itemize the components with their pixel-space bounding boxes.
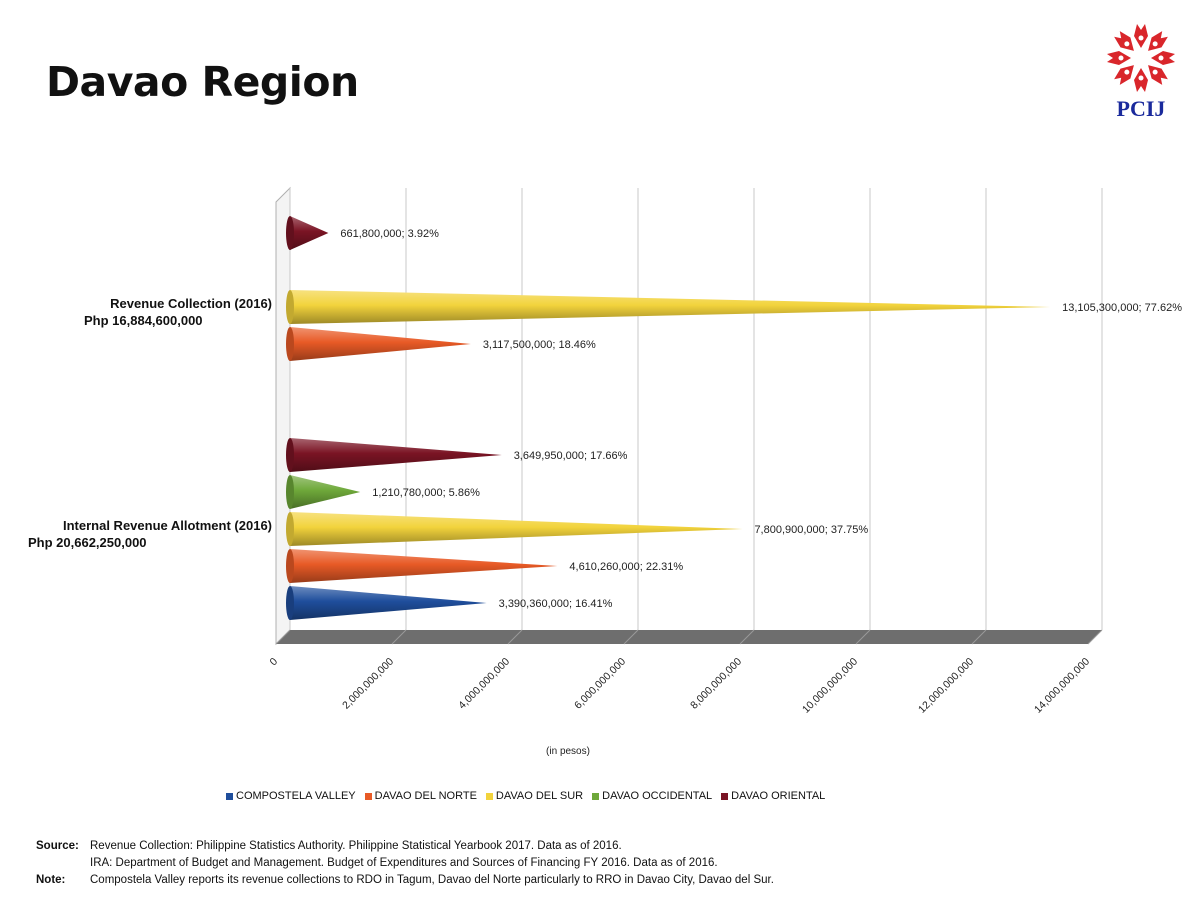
legend-label: DAVAO DEL NORTE — [374, 790, 477, 802]
floor-grid-line — [739, 629, 755, 645]
data-label: 13,105,300,000; 77.62% — [1062, 302, 1182, 314]
floor-grid-line — [855, 629, 871, 645]
x-tick-label: 8,000,000,000 — [688, 656, 744, 712]
cone-bar-chart: 661,800,000; 3.92% 13,105,300,000; 77.62%… — [28, 186, 1182, 757]
legend-label: DAVAO DEL SUR — [495, 790, 584, 802]
floor-grid-line — [507, 629, 523, 645]
legend-item: DAVAO OCCIDENTAL — [592, 790, 712, 802]
bar-davao-del-sur — [286, 290, 1051, 324]
logo-petal — [1134, 68, 1148, 92]
logo-petal — [1151, 51, 1175, 65]
x-axis-title: (in pesos) — [546, 746, 590, 757]
bar-davao-del-norte — [286, 549, 558, 583]
x-tick-label: 10,000,000,000 — [800, 656, 860, 716]
data-labels: 661,800,000; 3.92% 13,105,300,000; 77.62%… — [340, 228, 1182, 610]
note-text: Compostela Valley reports its revenue co… — [90, 874, 774, 886]
footer-notes: Source: Revenue Collection: Philippine S… — [36, 838, 1176, 889]
data-label: 3,649,950,000; 17.66% — [514, 450, 628, 462]
legend-swatch — [364, 792, 372, 800]
source-line-1: Revenue Collection: Philippine Statistic… — [90, 840, 622, 852]
floor-grid-line — [275, 629, 291, 645]
legend-label: DAVAO ORIENTAL — [731, 790, 826, 802]
legend-swatch — [226, 792, 233, 800]
data-label: 661,800,000; 3.92% — [340, 228, 439, 240]
legend-item: DAVAO DEL SUR — [485, 790, 584, 802]
category-total: Php 16,884,600,000 — [84, 313, 203, 328]
x-tick-label: 14,000,000,000 — [1032, 656, 1092, 716]
floor-grid-line — [623, 629, 639, 645]
legend-swatch — [485, 792, 493, 800]
floor-grid-line — [391, 629, 407, 645]
pcij-logo: PCIJ — [1100, 20, 1182, 124]
legend-label: DAVAO OCCIDENTAL — [602, 790, 713, 802]
x-axis-ticks: 0 2,000,000,000 4,000,000,000 6,000,000,000… — [268, 656, 1093, 716]
legend-item: DAVAO ORIENTAL — [721, 790, 825, 802]
data-label: 7,800,900,000; 37.75% — [754, 524, 868, 536]
bar-series — [286, 216, 1051, 620]
source-key: Source: — [36, 840, 79, 852]
logo-petal — [1134, 24, 1148, 48]
bar-davao-del-norte — [286, 327, 471, 361]
category-total: Php 20,662,250,000 — [28, 535, 147, 550]
logo-text: PCIJ — [1116, 96, 1166, 121]
x-tick-label: 4,000,000,000 — [456, 656, 512, 712]
bar-davao-oriental — [286, 438, 502, 472]
legend-item: DAVAO DEL NORTE — [364, 790, 477, 802]
x-tick-label: 0 — [268, 656, 281, 669]
logo-petal — [1107, 51, 1131, 65]
category-label: Internal Revenue Allotment (2016) — [63, 518, 272, 533]
chart-legend: COMPOSTELA VALLEY DAVAO DEL NORTE DAVAO DE… — [0, 790, 1200, 806]
x-tick-label: 6,000,000,000 — [572, 656, 628, 712]
bar-davao-occidental — [286, 475, 361, 509]
data-label: 1,210,780,000; 5.86% — [372, 487, 480, 499]
floor-grid-line — [971, 629, 987, 645]
data-label: 3,117,500,000; 18.46% — [483, 339, 596, 351]
category-labels: Revenue Collection (2016) Php 16,884,600,… — [28, 296, 272, 550]
x-tick-label: 12,000,000,000 — [916, 656, 976, 716]
x-tick-label: 2,000,000,000 — [340, 656, 396, 712]
pcij-emblem-icon — [1107, 24, 1175, 92]
legend-label: COMPOSTELA VALLEY — [236, 790, 356, 802]
page-title: Davao Region — [46, 58, 359, 106]
grid-lines — [275, 188, 1103, 645]
logo-petal — [1148, 31, 1168, 51]
bar-davao-del-sur — [286, 512, 743, 546]
logo-petal — [1114, 31, 1134, 51]
floor — [276, 630, 1102, 644]
floor-grid-line — [1087, 629, 1103, 645]
logo-petal — [1148, 65, 1168, 85]
data-label: 3,390,360,000; 16.41% — [499, 598, 613, 610]
logo-petal — [1114, 65, 1134, 85]
category-label: Revenue Collection (2016) — [110, 296, 272, 311]
legend-swatch — [592, 792, 600, 800]
bar-davao-oriental — [286, 216, 329, 250]
legend-item: COMPOSTELA VALLEY — [226, 790, 356, 802]
note-key: Note: — [36, 874, 66, 886]
data-label: 4,610,260,000; 22.31% — [569, 561, 683, 573]
source-line-2: IRA: Department of Budget and Management… — [90, 857, 718, 869]
bar-compostela-valley — [286, 586, 487, 620]
legend-swatch — [721, 792, 729, 800]
